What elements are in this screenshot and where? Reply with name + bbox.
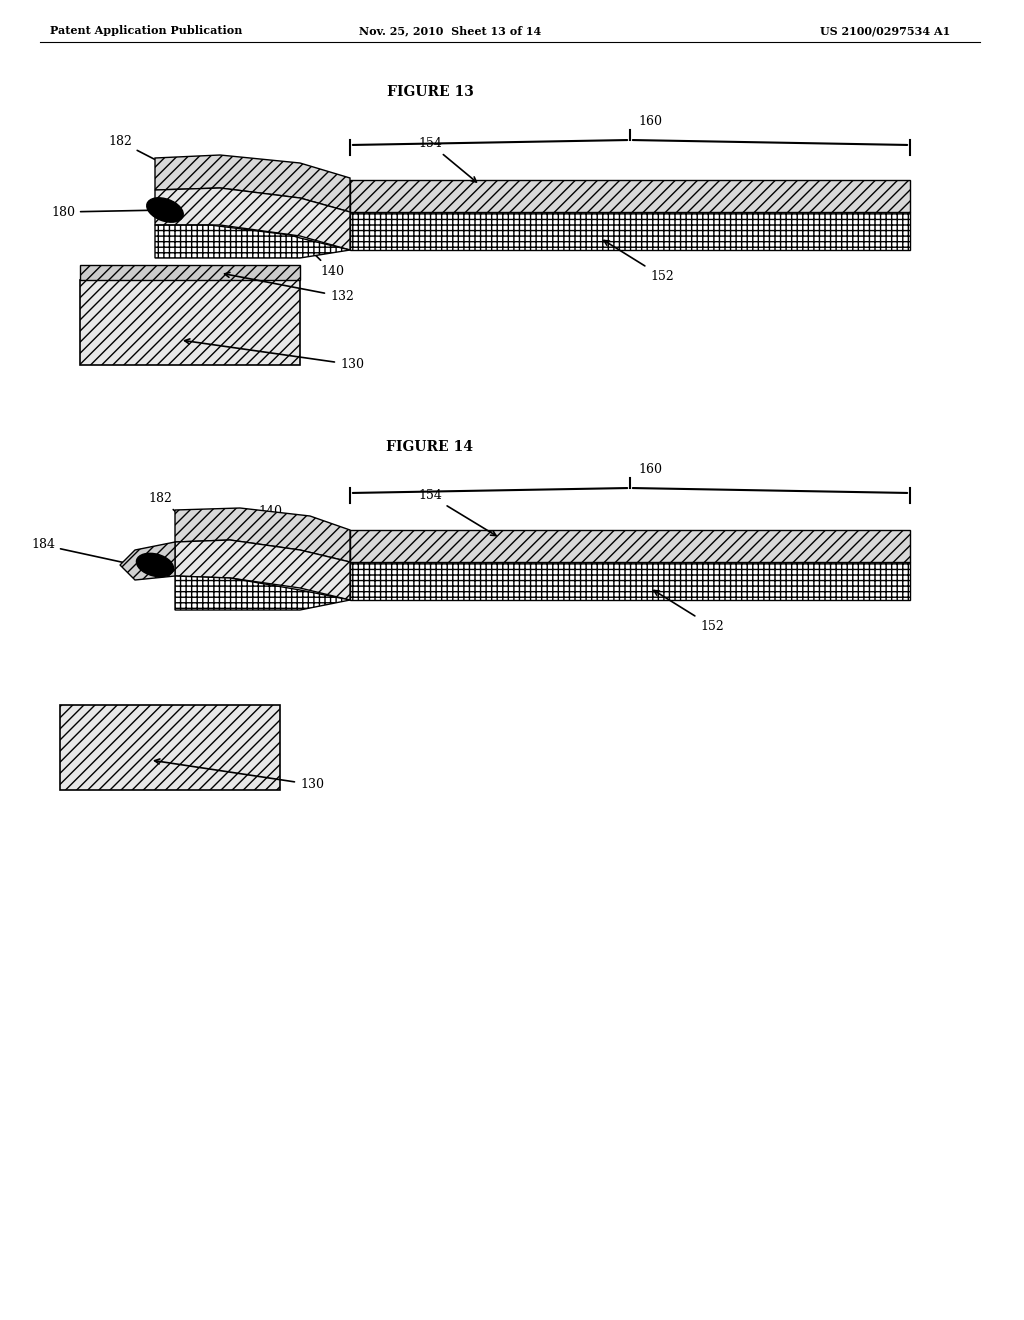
Polygon shape (155, 187, 350, 249)
Text: 160: 160 (638, 463, 662, 477)
Text: 132: 132 (224, 272, 354, 304)
Text: 130: 130 (184, 339, 364, 371)
Bar (350, 562, 910, 601)
Text: 184: 184 (31, 539, 130, 565)
Polygon shape (175, 576, 350, 610)
Ellipse shape (146, 198, 183, 222)
Text: 180: 180 (51, 206, 161, 219)
Polygon shape (175, 508, 350, 562)
Bar (350, 180, 910, 213)
Bar (350, 213, 910, 249)
Polygon shape (155, 224, 350, 257)
Text: 140: 140 (251, 506, 282, 556)
Text: 140: 140 (289, 228, 344, 279)
Bar (350, 531, 910, 562)
Text: 182: 182 (109, 135, 181, 173)
Polygon shape (155, 154, 350, 213)
Bar (80, 280, 300, 366)
Polygon shape (175, 540, 350, 601)
Text: 152: 152 (654, 590, 724, 634)
Ellipse shape (136, 553, 174, 577)
Bar (80, 265, 300, 280)
Text: Patent Application Publication: Patent Application Publication (50, 25, 243, 36)
Polygon shape (120, 543, 175, 579)
Text: FIGURE 14: FIGURE 14 (386, 440, 473, 454)
Bar (60, 705, 280, 789)
Text: FIGURE 13: FIGURE 13 (387, 84, 473, 99)
Text: 130: 130 (155, 759, 324, 791)
Text: 154: 154 (418, 488, 496, 536)
Text: Nov. 25, 2010  Sheet 13 of 14: Nov. 25, 2010 Sheet 13 of 14 (358, 25, 541, 36)
Text: US 2100/0297534 A1: US 2100/0297534 A1 (820, 25, 950, 36)
Text: 154: 154 (418, 137, 476, 182)
Text: 182: 182 (148, 492, 197, 529)
Text: 160: 160 (638, 115, 662, 128)
Text: 152: 152 (604, 240, 674, 282)
Text: 180: 180 (174, 565, 304, 605)
